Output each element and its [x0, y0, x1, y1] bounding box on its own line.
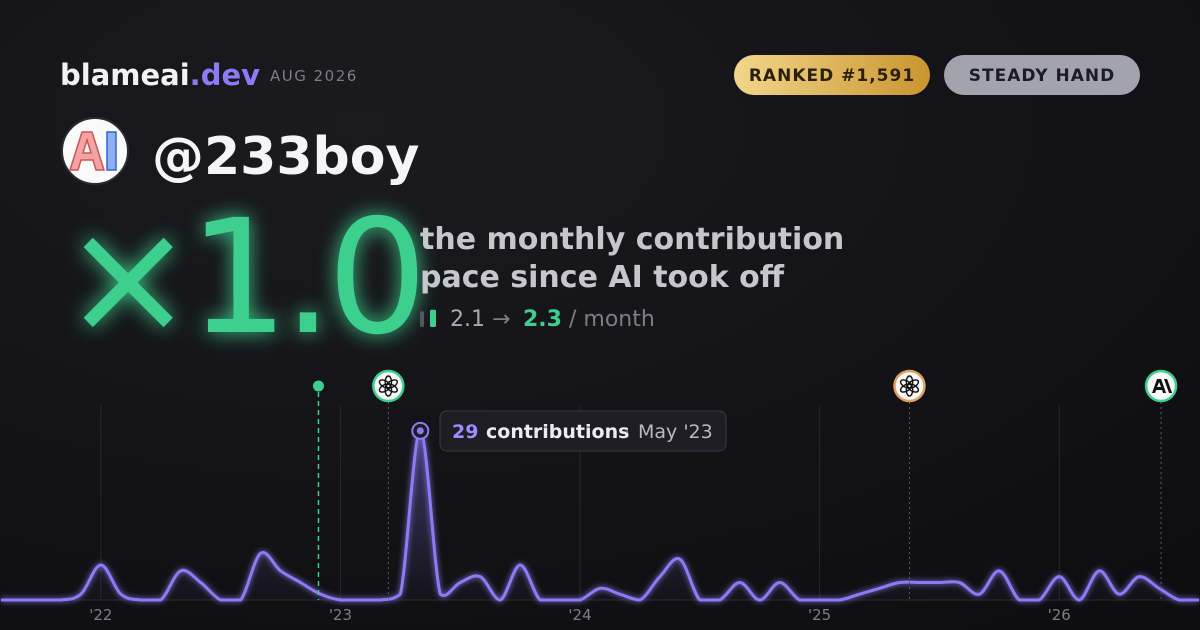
- style-text: STEADY HAND: [969, 66, 1115, 86]
- pace-after: 2.3: [523, 307, 562, 332]
- event-marker: [893, 369, 926, 600]
- multiplier: ×1.0: [62, 186, 422, 370]
- tooltip-date: May '23: [638, 421, 713, 443]
- tooltip-separator: ·: [624, 421, 630, 443]
- event-badge: [372, 369, 405, 403]
- x-tick-label: '26: [1048, 606, 1071, 624]
- pace-bar: [420, 311, 424, 327]
- tooltip-value: 29: [452, 421, 478, 443]
- tooltip-label: contributions: [486, 421, 629, 443]
- event-marker: [312, 380, 324, 600]
- event-marker: [372, 369, 405, 600]
- description-line: pace since AI took off: [420, 260, 785, 295]
- x-tick-label: '25: [808, 606, 831, 624]
- tooltip: 29 contributions · May '23: [439, 410, 727, 452]
- highlight-dot: [416, 427, 424, 435]
- date: AUG 2026: [270, 67, 358, 85]
- x-tick-label: '24: [568, 606, 591, 624]
- brand: blameai.dev: [60, 58, 260, 92]
- event-icon: [1152, 379, 1173, 393]
- event-dot: [312, 380, 324, 392]
- brand-suffix: .dev: [190, 58, 260, 92]
- chart: '22 '23 '24 '25 '26: [0, 369, 1200, 624]
- brand-name: blameai: [60, 58, 190, 92]
- line: [0, 429, 1199, 602]
- pace-bar: [430, 309, 436, 327]
- x-tick-label: '23: [329, 606, 352, 624]
- event-marker: [1144, 369, 1178, 600]
- rank-text: RANKED #1,591: [749, 66, 915, 86]
- handle: @233boy: [152, 127, 419, 187]
- avatar: [61, 117, 129, 185]
- x-tick-label: '22: [89, 606, 112, 624]
- arrow: →: [492, 307, 510, 332]
- style-badge: [944, 55, 1140, 95]
- pace-before: 2.1: [450, 307, 485, 332]
- event-badge: [893, 369, 926, 403]
- rank-badge: [734, 55, 930, 95]
- event-icon: [378, 379, 392, 389]
- description-line: the monthly contribution: [420, 222, 844, 257]
- event-icon: [899, 379, 913, 389]
- unit: / month: [569, 307, 655, 332]
